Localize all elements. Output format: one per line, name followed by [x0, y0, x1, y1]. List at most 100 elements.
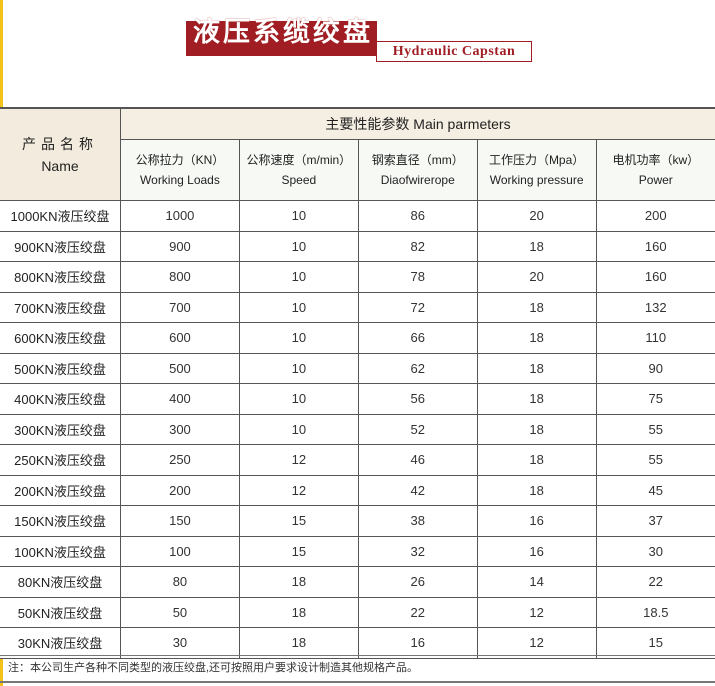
value-cell: 1000 [120, 200, 240, 232]
value-cell: 20 [476, 261, 597, 293]
value-cell: 18 [476, 291, 597, 323]
value-cell: 56 [357, 383, 478, 415]
table-row: 900KN液压绞盘 900 10 82 18 160 [0, 230, 715, 262]
product-name-cell: 200KN液压绞盘 [0, 474, 121, 506]
value-cell: 10 [238, 352, 359, 384]
value-cell: 10 [238, 261, 359, 293]
table-row: 400KN液压绞盘 400 10 56 18 75 [0, 383, 715, 415]
value-cell: 46 [357, 444, 478, 476]
value-cell: 10 [238, 413, 359, 445]
table-row: 500KN液压绞盘 500 10 62 18 90 [0, 352, 715, 384]
value-cell: 50 [120, 596, 240, 628]
value-cell: 12 [476, 596, 597, 628]
value-cell: 150 [120, 505, 240, 537]
value-cell: 26 [357, 566, 478, 598]
product-name-cell: 800KN液压绞盘 [0, 261, 121, 293]
value-cell: 78 [357, 261, 478, 293]
value-cell: 900 [120, 230, 240, 262]
value-cell: 22 [357, 596, 478, 628]
value-cell: 110 [595, 322, 715, 354]
value-cell: 12 [238, 474, 359, 506]
value-cell: 18 [476, 413, 597, 445]
value-cell: 18 [238, 566, 359, 598]
value-cell: 16 [357, 627, 478, 659]
name-header-en: Name [41, 157, 79, 174]
column-header-cn: 电机功率（kw） [612, 153, 700, 167]
value-cell: 18 [476, 474, 597, 506]
column-header-en: Diaofwirerope [380, 173, 455, 187]
name-header-cn: 产品名称 [22, 135, 98, 152]
column-header-cn: 公称拉力（KN） [135, 153, 225, 167]
value-cell: 132 [595, 291, 715, 323]
value-cell: 42 [357, 474, 478, 506]
product-name-cell: 50KN液压绞盘 [0, 596, 121, 628]
column-header-cn: 工作压力（Mpa） [488, 153, 585, 167]
value-cell: 16 [476, 505, 597, 537]
table-row: 80KN液压绞盘 80 18 26 14 22 [0, 566, 715, 598]
column-header-en: Power [638, 173, 673, 187]
product-name-cell: 30KN液压绞盘 [0, 627, 121, 659]
footnote: 注：本公司生产各种不同类型的液压绞盘,还可按照用户要求设计制造其他规格产品。 [8, 662, 419, 674]
value-cell: 86 [357, 200, 478, 232]
value-cell: 12 [476, 627, 597, 659]
table-row: 600KN液压绞盘 600 10 66 18 110 [0, 322, 715, 354]
value-cell: 12 [238, 444, 359, 476]
value-cell: 200 [595, 200, 715, 232]
product-name-cell: 700KN液压绞盘 [0, 291, 121, 323]
table-row: 800KN液压绞盘 800 10 78 20 160 [0, 261, 715, 293]
value-cell: 160 [595, 261, 715, 293]
value-cell: 37 [595, 505, 715, 537]
value-cell: 10 [238, 200, 359, 232]
value-cell: 400 [120, 383, 240, 415]
value-cell: 80 [120, 566, 240, 598]
value-cell: 72 [357, 291, 478, 323]
column-header-cn: 公称速度（m/min） [246, 153, 352, 167]
table-row: 50KN液压绞盘 50 18 22 12 18.5 [0, 596, 715, 628]
product-name-cell: 1000KN液压绞盘 [0, 200, 121, 232]
value-cell: 10 [238, 383, 359, 415]
value-cell: 160 [595, 230, 715, 262]
column-header-en: Working pressure [489, 173, 584, 187]
product-name-cell: 600KN液压绞盘 [0, 322, 121, 354]
product-name-cell: 500KN液压绞盘 [0, 352, 121, 384]
product-name-cell: 900KN液压绞盘 [0, 230, 121, 262]
product-name-cell: 150KN液压绞盘 [0, 505, 121, 537]
value-cell: 20 [476, 200, 597, 232]
value-cell: 75 [595, 383, 715, 415]
table-row: 300KN液压绞盘 300 10 52 18 55 [0, 413, 715, 445]
table-row: 100KN液压绞盘 100 15 32 16 30 [0, 535, 715, 567]
value-cell: 18 [476, 352, 597, 384]
value-cell: 30 [120, 627, 240, 659]
divider [0, 681, 715, 683]
divider [0, 655, 715, 656]
value-cell: 10 [238, 291, 359, 323]
column-header: 工作压力（Mpa） Working pressure [476, 139, 597, 201]
value-cell: 15 [595, 627, 715, 659]
value-cell: 18.5 [595, 596, 715, 628]
column-header-cn: 钢索直径（mm） [371, 153, 464, 167]
title-chinese: 液压系缆绞盘 [193, 17, 373, 48]
value-cell: 55 [595, 413, 715, 445]
product-name-cell: 80KN液压绞盘 [0, 566, 121, 598]
column-header: 钢索直径（mm） Diaofwirerope [357, 139, 478, 201]
value-cell: 500 [120, 352, 240, 384]
column-header: 公称拉力（KN） Working Loads [120, 139, 240, 201]
product-name-cell: 300KN液压绞盘 [0, 413, 121, 445]
table-row: 30KN液压绞盘 30 18 16 12 15 [0, 627, 715, 659]
product-name-cell: 400KN液压绞盘 [0, 383, 121, 415]
value-cell: 62 [357, 352, 478, 384]
value-cell: 90 [595, 352, 715, 384]
value-cell: 14 [476, 566, 597, 598]
table-row: 250KN液压绞盘 250 12 46 18 55 [0, 444, 715, 476]
value-cell: 55 [595, 444, 715, 476]
product-name-cell: 100KN液压绞盘 [0, 535, 121, 567]
value-cell: 45 [595, 474, 715, 506]
title-banner [186, 21, 377, 56]
value-cell: 800 [120, 261, 240, 293]
value-cell: 600 [120, 322, 240, 354]
table-row: 1000KN液压绞盘 1000 10 86 20 200 [0, 200, 715, 232]
value-cell: 100 [120, 535, 240, 567]
value-cell: 15 [238, 535, 359, 567]
table-row: 200KN液压绞盘 200 12 42 18 45 [0, 474, 715, 506]
value-cell: 18 [238, 627, 359, 659]
